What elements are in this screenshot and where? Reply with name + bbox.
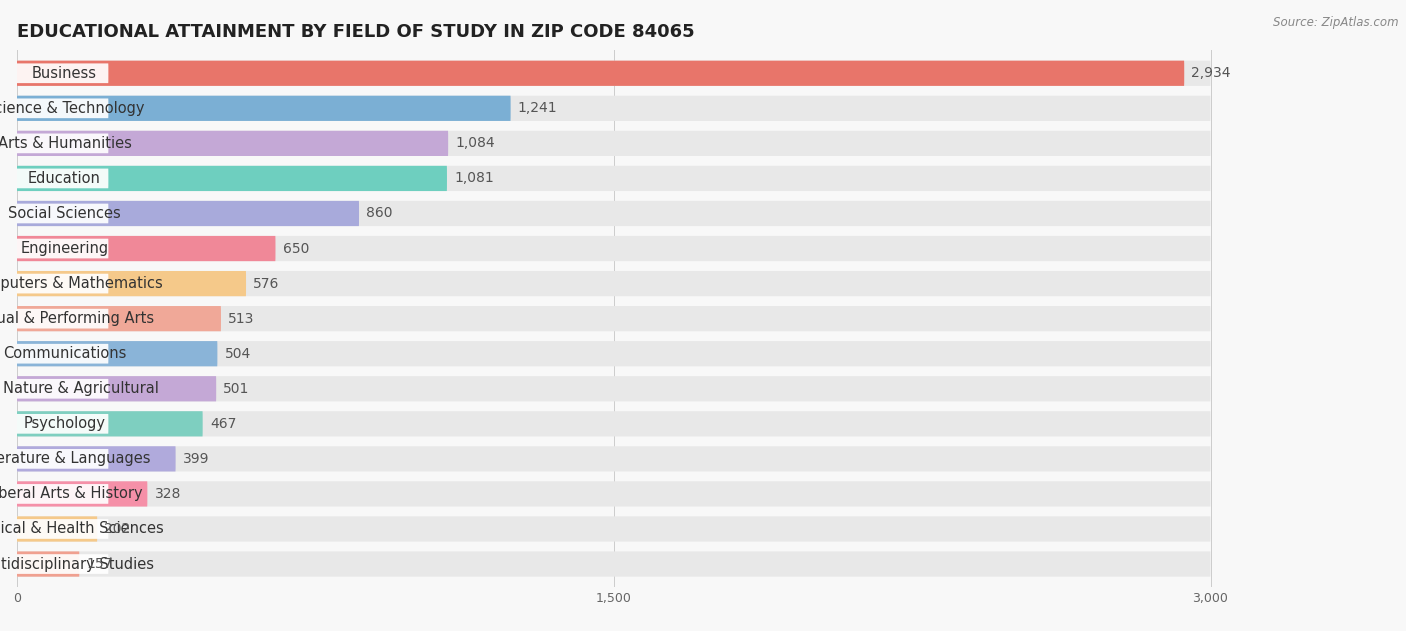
FancyBboxPatch shape [17, 411, 202, 437]
FancyBboxPatch shape [17, 61, 1211, 86]
Text: 504: 504 [225, 346, 250, 361]
Text: Business: Business [32, 66, 97, 81]
FancyBboxPatch shape [17, 239, 108, 258]
FancyBboxPatch shape [17, 554, 108, 574]
Text: Source: ZipAtlas.com: Source: ZipAtlas.com [1274, 16, 1399, 29]
FancyBboxPatch shape [17, 516, 97, 541]
FancyBboxPatch shape [17, 379, 108, 399]
Text: Visual & Performing Arts: Visual & Performing Arts [0, 311, 155, 326]
Text: Science & Technology: Science & Technology [0, 101, 145, 116]
Text: Liberal Arts & History: Liberal Arts & History [0, 487, 143, 502]
FancyBboxPatch shape [17, 236, 1211, 261]
FancyBboxPatch shape [17, 519, 108, 539]
Text: 202: 202 [104, 522, 131, 536]
FancyBboxPatch shape [17, 134, 108, 153]
FancyBboxPatch shape [17, 204, 108, 223]
Text: 1,084: 1,084 [456, 136, 495, 150]
FancyBboxPatch shape [17, 341, 1211, 367]
FancyBboxPatch shape [17, 166, 447, 191]
Text: Psychology: Psychology [24, 416, 105, 432]
FancyBboxPatch shape [17, 446, 176, 471]
FancyBboxPatch shape [17, 344, 108, 363]
FancyBboxPatch shape [17, 96, 1211, 121]
Text: 1,081: 1,081 [454, 172, 494, 186]
FancyBboxPatch shape [17, 306, 221, 331]
FancyBboxPatch shape [17, 201, 1211, 226]
Text: Education: Education [28, 171, 101, 186]
FancyBboxPatch shape [17, 201, 359, 226]
Text: 467: 467 [209, 417, 236, 431]
FancyBboxPatch shape [17, 64, 108, 83]
Text: Arts & Humanities: Arts & Humanities [0, 136, 131, 151]
FancyBboxPatch shape [17, 376, 1211, 401]
FancyBboxPatch shape [17, 98, 108, 118]
Text: 328: 328 [155, 487, 181, 501]
FancyBboxPatch shape [17, 306, 1211, 331]
Text: Multidisciplinary Studies: Multidisciplinary Studies [0, 557, 155, 572]
Text: Bio, Nature & Agricultural: Bio, Nature & Agricultural [0, 381, 159, 396]
Text: 501: 501 [224, 382, 250, 396]
Text: 399: 399 [183, 452, 209, 466]
FancyBboxPatch shape [17, 166, 1211, 191]
Text: Physical & Health Sciences: Physical & Health Sciences [0, 521, 163, 536]
FancyBboxPatch shape [17, 481, 1211, 507]
FancyBboxPatch shape [17, 551, 79, 577]
FancyBboxPatch shape [17, 61, 1184, 86]
FancyBboxPatch shape [17, 341, 218, 367]
Text: Engineering: Engineering [21, 241, 108, 256]
FancyBboxPatch shape [17, 168, 108, 188]
FancyBboxPatch shape [17, 236, 276, 261]
FancyBboxPatch shape [17, 446, 1211, 471]
FancyBboxPatch shape [17, 481, 148, 507]
FancyBboxPatch shape [17, 484, 108, 504]
Text: EDUCATIONAL ATTAINMENT BY FIELD OF STUDY IN ZIP CODE 84065: EDUCATIONAL ATTAINMENT BY FIELD OF STUDY… [17, 23, 695, 40]
FancyBboxPatch shape [17, 274, 108, 293]
Text: 860: 860 [366, 206, 392, 220]
FancyBboxPatch shape [17, 516, 1211, 541]
FancyBboxPatch shape [17, 309, 108, 329]
FancyBboxPatch shape [17, 411, 1211, 437]
Text: 576: 576 [253, 276, 280, 291]
FancyBboxPatch shape [17, 96, 510, 121]
Text: Social Sciences: Social Sciences [8, 206, 121, 221]
FancyBboxPatch shape [17, 131, 449, 156]
Text: Literature & Languages: Literature & Languages [0, 451, 150, 466]
FancyBboxPatch shape [17, 449, 108, 469]
Text: Communications: Communications [3, 346, 127, 361]
Text: 2,934: 2,934 [1191, 66, 1230, 80]
FancyBboxPatch shape [17, 414, 108, 433]
FancyBboxPatch shape [17, 271, 1211, 296]
Text: 1,241: 1,241 [517, 102, 557, 115]
Text: 650: 650 [283, 242, 309, 256]
Text: 513: 513 [228, 312, 254, 326]
FancyBboxPatch shape [17, 131, 1211, 156]
Text: 157: 157 [87, 557, 112, 571]
FancyBboxPatch shape [17, 271, 246, 296]
Text: Computers & Mathematics: Computers & Mathematics [0, 276, 162, 291]
FancyBboxPatch shape [17, 551, 1211, 577]
FancyBboxPatch shape [17, 376, 217, 401]
